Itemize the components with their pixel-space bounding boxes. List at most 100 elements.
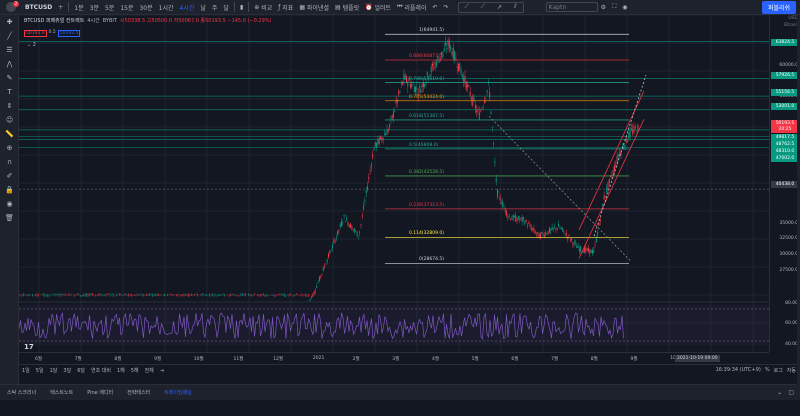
measure-icon[interactable]: ⇕ — [6, 102, 13, 110]
templates-button[interactable]: ▤ 템플릿 — [334, 3, 360, 12]
range-1m[interactable]: 1달 — [49, 368, 58, 374]
range-3m[interactable]: 3달 — [63, 368, 72, 374]
legend-symbol: BTCUSD 퍼페츄얼 컨트랙트 — [24, 18, 85, 24]
interval-1d[interactable]: 날 — [200, 4, 206, 12]
fib-tool-icon[interactable]: ☰ — [6, 46, 13, 54]
interval-30m[interactable]: 30분 — [139, 4, 153, 12]
candle-body — [585, 247, 587, 252]
maximize-icon[interactable]: ▢ — [788, 389, 794, 396]
candle-body — [630, 128, 632, 130]
plus-icon[interactable]: + — [58, 3, 64, 11]
price-label: 60000.0 — [779, 62, 798, 68]
ruler-icon[interactable]: 📏 — [5, 130, 14, 138]
tab-pine-editor[interactable]: Pine 에디터 — [87, 390, 114, 396]
candle-body — [552, 227, 554, 229]
search-input[interactable]: Kaptn — [545, 2, 598, 12]
brush-icon[interactable]: ✎ — [6, 74, 13, 82]
price-axis[interactable]: USD Bitcoin 60000.055000.050000.045000.0… — [769, 15, 800, 352]
channel-icon[interactable]: ⫽ — [513, 3, 517, 10]
camera-icon[interactable]: ◉ — [622, 3, 628, 11]
tab-stock-screener[interactable]: 스탁 스크리너 — [7, 390, 37, 396]
settings-icon[interactable]: ⚙ — [600, 3, 607, 11]
lock-draw-icon[interactable]: ✐ — [6, 172, 13, 180]
symbol-search[interactable]: BTCUSD — [25, 3, 53, 11]
candle-body — [530, 227, 532, 231]
time-axis[interactable]: 6월 7월 8월 9월 10월 11월 12월 2021 2월 3월 4월 5월 6월 7월 8월 9월 10 … — [19, 352, 769, 364]
interval-5m[interactable]: 5분 — [104, 4, 115, 12]
interval-1w[interactable]: 주 — [211, 4, 218, 12]
publish-button[interactable]: 퍼블리쉬 — [762, 1, 796, 14]
interval-4h[interactable]: 4시간 — [179, 4, 195, 12]
auto-toggle[interactable]: 자동 — [786, 368, 796, 374]
sell-price[interactable]: 50193.0 — [24, 30, 47, 37]
candle-body — [395, 100, 397, 104]
text-icon[interactable]: T — [7, 88, 12, 96]
financials-button[interactable]: ▦ 파이낸셜 — [299, 3, 329, 12]
candle-body — [489, 92, 491, 98]
candle-body — [424, 83, 426, 87]
trend-line-icon[interactable]: ⟋ — [464, 3, 469, 10]
spread: 0.5 — [48, 30, 56, 35]
tab-strategy-tester[interactable]: 전략테스터 — [127, 390, 151, 396]
candle-body — [616, 156, 618, 163]
time-label: 6월 — [511, 357, 519, 362]
interval-1m[interactable]: 1분 — [74, 4, 84, 12]
magnet-icon[interactable]: ∩ — [6, 158, 13, 166]
eye-icon[interactable]: ◉ — [6, 200, 13, 208]
candle-body — [429, 74, 431, 77]
chart-type-icon[interactable]: ▮ — [239, 3, 244, 11]
buy-price[interactable]: 50193.5 — [57, 30, 81, 37]
smile-icon[interactable]: ☺ — [5, 116, 14, 124]
range-6m[interactable]: 6달 — [77, 368, 85, 374]
goto-date-icon[interactable]: ⇥ — [159, 367, 164, 374]
lock-icon[interactable]: 🔒 — [5, 186, 14, 194]
templates-label: 템플릿 — [342, 4, 360, 12]
range-1y[interactable]: 1해 — [116, 368, 125, 374]
range-5d[interactable]: 5일 — [35, 368, 44, 374]
candle-body — [510, 218, 511, 221]
main-chart[interactable]: 17 — [19, 15, 769, 352]
candle-body — [593, 249, 595, 253]
chevron-down-icon[interactable]: ⌄ — [777, 389, 783, 396]
candle-body — [364, 199, 366, 202]
log-toggle[interactable]: 로그 — [773, 368, 783, 374]
candle-body — [313, 291, 315, 295]
ray-icon[interactable]: ⟋ — [480, 3, 485, 10]
percent-toggle[interactable]: % — [764, 367, 770, 373]
pattern-icon[interactable]: ⋀ — [6, 60, 13, 68]
candle-body — [339, 224, 341, 228]
fullscreen-icon[interactable]: ⛶ — [612, 3, 617, 10]
indicators-button[interactable]: ƒ 지표 — [278, 3, 294, 12]
candle-body — [430, 66, 432, 73]
interval-1mo[interactable]: 달 — [223, 4, 229, 12]
range-ytd[interactable]: 연초 대비 — [90, 368, 111, 374]
redo-icon[interactable]: ↷ — [443, 3, 449, 11]
clock[interactable]: 16:39:34 (UTC+9) — [715, 367, 761, 373]
candle-body — [512, 215, 514, 220]
candle-body — [494, 161, 496, 164]
range-all[interactable]: 전체 — [144, 368, 154, 374]
replay-button[interactable]: ⏮ 리플레이 — [397, 3, 427, 12]
price-label: 35000.0 — [779, 220, 798, 226]
alert-button[interactable]: ⏰ 얼러트 — [365, 3, 392, 12]
tab-text-notes[interactable]: 텍스트노트 — [50, 390, 74, 396]
candle-body — [620, 150, 622, 155]
right-widget-bar — [797, 15, 800, 400]
undo-icon[interactable]: ↶ — [432, 3, 438, 11]
zoom-icon[interactable]: ⊕ — [6, 144, 13, 152]
trash-icon[interactable]: 🗑 — [5, 214, 14, 222]
compare-button[interactable]: ⊕ 비교 — [254, 3, 273, 12]
indicators-collapse[interactable]: ⌄ 2 — [27, 42, 36, 48]
range-1d[interactable]: 1일 — [22, 368, 30, 374]
arrow-icon[interactable]: ↗ — [496, 3, 502, 11]
tab-trading-panel[interactable]: 트레이딩패널 — [164, 390, 192, 396]
interval-3m[interactable]: 3분 — [89, 4, 99, 12]
fib-level-label: 1(64941.5) — [419, 28, 444, 34]
trend-line-icon[interactable]: ╱ — [7, 32, 12, 40]
avatar[interactable]: 2 — [0, 0, 22, 15]
interval-15m[interactable]: 15분 — [120, 4, 134, 12]
crosshair-icon[interactable]: ✚ — [6, 18, 13, 26]
interval-1h[interactable]: 1시간 — [158, 4, 174, 12]
range-5y[interactable]: 5해 — [130, 368, 139, 374]
fib-level-label: 0.382(42528.5) — [409, 169, 445, 175]
